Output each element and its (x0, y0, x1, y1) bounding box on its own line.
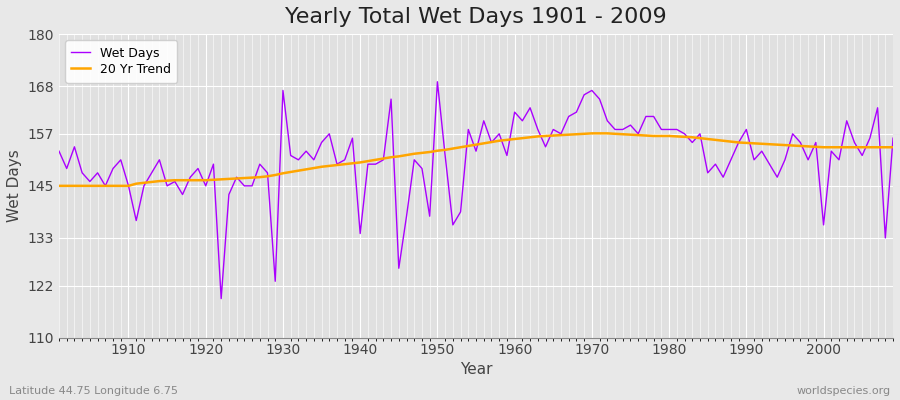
Text: worldspecies.org: worldspecies.org (796, 386, 891, 396)
Line: Wet Days: Wet Days (59, 82, 893, 299)
Line: 20 Yr Trend: 20 Yr Trend (59, 133, 893, 186)
Legend: Wet Days, 20 Yr Trend: Wet Days, 20 Yr Trend (65, 40, 177, 82)
Title: Yearly Total Wet Days 1901 - 2009: Yearly Total Wet Days 1901 - 2009 (285, 7, 667, 27)
Y-axis label: Wet Days: Wet Days (7, 150, 22, 222)
20 Yr Trend (115, 184, 126, 188)
20 Yr Trend (587, 131, 598, 136)
20 Yr Trend (54, 184, 65, 188)
20 Yr Trend (285, 170, 296, 174)
20 Yr Trend (609, 132, 620, 136)
Wet Days (887, 136, 898, 140)
Wet Days (432, 79, 443, 84)
Wet Days (54, 149, 65, 154)
20 Yr Trend (887, 145, 898, 150)
Wet Days (115, 158, 126, 162)
20 Yr Trend (501, 138, 512, 142)
Text: Latitude 44.75 Longitude 6.75: Latitude 44.75 Longitude 6.75 (9, 386, 178, 396)
20 Yr Trend (509, 137, 520, 142)
Wet Days (216, 296, 227, 301)
X-axis label: Year: Year (460, 362, 492, 377)
Wet Days (517, 118, 527, 123)
Wet Days (525, 105, 535, 110)
Wet Days (339, 158, 350, 162)
20 Yr Trend (331, 163, 342, 168)
Wet Days (293, 158, 304, 162)
Wet Days (617, 127, 628, 132)
